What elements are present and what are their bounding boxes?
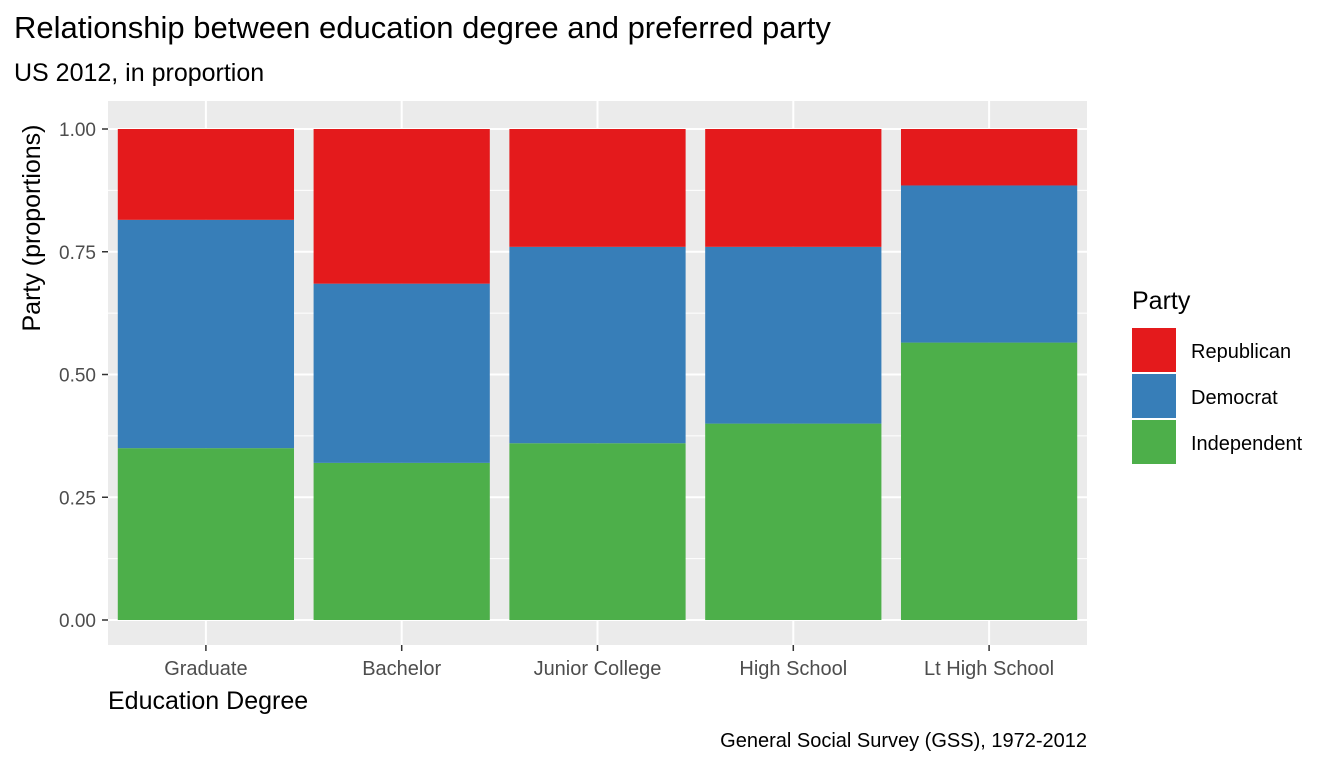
legend-key-democrat <box>1132 374 1176 418</box>
bar-independent-5 <box>900 342 1078 620</box>
chart-caption: General Social Survey (GSS), 1972-2012 <box>720 730 1087 752</box>
bar-democrat-1 <box>117 219 295 449</box>
chart-title: Relationship between education degree an… <box>14 10 831 45</box>
x-tick-label: Bachelor <box>362 658 441 680</box>
x-tick-label: High School <box>739 658 847 680</box>
legend-key-independent <box>1132 420 1176 464</box>
x-tick-label: Graduate <box>164 658 247 680</box>
legend-title: Party <box>1132 287 1191 315</box>
bar-republican-2 <box>313 129 490 284</box>
bar-democrat-4 <box>705 246 882 424</box>
bar-independent-4 <box>705 423 882 620</box>
y-axis-title: Party (proportions) <box>18 124 46 331</box>
bar-republican-1 <box>117 129 295 220</box>
y-tick-label: 0.75 <box>59 243 96 264</box>
x-axis-ticks: Graduate Bachelor Junior College High Schoo… <box>164 645 1054 680</box>
bar-republican-4 <box>705 129 882 247</box>
legend-label: Independent <box>1191 433 1303 455</box>
x-tick-label: Junior College <box>534 658 662 680</box>
bar-independent-2 <box>313 462 490 620</box>
bar-independent-1 <box>117 448 295 620</box>
legend-label: Democrat <box>1191 387 1278 409</box>
chart-subtitle: US 2012, in proportion <box>14 59 265 87</box>
x-tick-label: Lt High School <box>924 658 1054 680</box>
bar-independent-3 <box>509 443 686 620</box>
bar-democrat-3 <box>509 246 686 444</box>
y-tick-label: 0.50 <box>59 366 96 387</box>
bar-republican-3 <box>509 129 686 247</box>
y-axis-ticks: 0.00 0.25 0.50 0.75 1.00 <box>59 120 108 632</box>
bar-democrat-2 <box>313 283 490 463</box>
y-tick-label: 0.25 <box>59 488 96 509</box>
y-tick-label: 0.00 <box>59 611 96 632</box>
bar-democrat-5 <box>900 185 1078 343</box>
bar-republican-5 <box>900 129 1078 186</box>
bars <box>117 129 1078 620</box>
legend-label: Republican <box>1191 341 1291 363</box>
legend: Party Republican Democrat Independent <box>1132 287 1303 464</box>
x-axis-title: Education Degree <box>108 687 308 715</box>
legend-key-republican <box>1132 328 1176 372</box>
y-tick-label: 1.00 <box>59 120 96 141</box>
